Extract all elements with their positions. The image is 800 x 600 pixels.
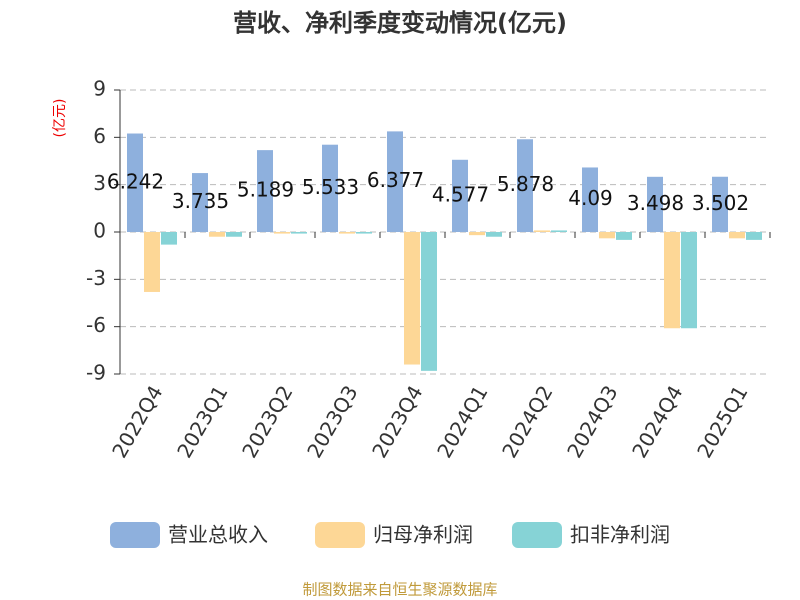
bar xyxy=(356,232,372,234)
bar xyxy=(746,232,762,240)
x-tick-label: 2022Q4 xyxy=(107,381,167,462)
x-tick-label: 2024Q2 xyxy=(497,381,557,462)
bar xyxy=(274,232,290,234)
bar xyxy=(599,232,615,239)
bar xyxy=(551,230,567,232)
bar xyxy=(322,144,338,232)
bar xyxy=(209,232,225,237)
chart-title: 营收、净利季度变动情况(亿元) xyxy=(233,9,567,37)
bar xyxy=(226,232,242,237)
y-tick-label: -6 xyxy=(86,313,106,337)
bar xyxy=(452,159,468,232)
data-label: 6.242 xyxy=(107,169,164,193)
bar xyxy=(486,232,502,237)
bar xyxy=(404,232,420,365)
bar xyxy=(127,133,143,232)
data-label: 4.09 xyxy=(568,186,613,210)
x-tick-label: 2023Q2 xyxy=(237,381,297,462)
data-label: 4.577 xyxy=(432,182,489,206)
legend-swatch xyxy=(315,522,365,548)
data-label: 3.498 xyxy=(627,191,684,215)
x-tick-label: 2025Q1 xyxy=(692,381,752,462)
y-axis-label: (亿元) xyxy=(52,99,68,138)
bar xyxy=(712,176,728,232)
bar xyxy=(161,232,177,245)
data-label: 5.878 xyxy=(497,172,554,196)
bar xyxy=(647,176,663,232)
x-tick-label: 2024Q4 xyxy=(627,381,687,462)
source-note: 制图数据来自恒生聚源数据库 xyxy=(302,581,497,599)
bar xyxy=(421,232,437,371)
y-tick-label: -3 xyxy=(86,266,106,290)
data-label: 3.735 xyxy=(172,189,229,213)
legend-label: 归母净利润 xyxy=(373,523,473,547)
legend-swatch xyxy=(110,522,160,548)
bar xyxy=(144,232,160,292)
legend-label: 营业总收入 xyxy=(168,523,268,547)
bar xyxy=(469,232,485,236)
bar xyxy=(664,232,680,329)
bar xyxy=(291,232,307,234)
bar xyxy=(582,167,598,232)
data-label: 5.533 xyxy=(302,175,359,199)
x-tick-label: 2023Q4 xyxy=(367,381,427,462)
y-tick-label: 9 xyxy=(93,77,106,101)
x-tick-label: 2024Q3 xyxy=(562,381,622,462)
x-tick-label: 2023Q3 xyxy=(302,381,362,462)
bar xyxy=(387,131,403,232)
y-tick-label: 6 xyxy=(93,124,106,148)
data-label: 3.502 xyxy=(692,191,749,215)
data-label: 5.189 xyxy=(237,178,294,202)
bar xyxy=(339,232,355,234)
y-tick-label: 0 xyxy=(93,219,106,243)
data-label: 6.377 xyxy=(367,168,424,192)
bar xyxy=(534,230,550,232)
bar xyxy=(192,173,208,232)
bar xyxy=(681,232,697,329)
bar xyxy=(517,139,533,232)
y-tick-label: -9 xyxy=(86,361,106,385)
bar xyxy=(729,232,745,239)
y-tick-label: 3 xyxy=(93,171,106,195)
legend-label: 扣非净利润 xyxy=(570,523,670,547)
x-tick-label: 2024Q1 xyxy=(432,381,492,462)
bar xyxy=(257,150,273,232)
x-tick-label: 2023Q1 xyxy=(172,381,232,462)
legend-swatch xyxy=(512,522,562,548)
bar xyxy=(616,232,632,240)
